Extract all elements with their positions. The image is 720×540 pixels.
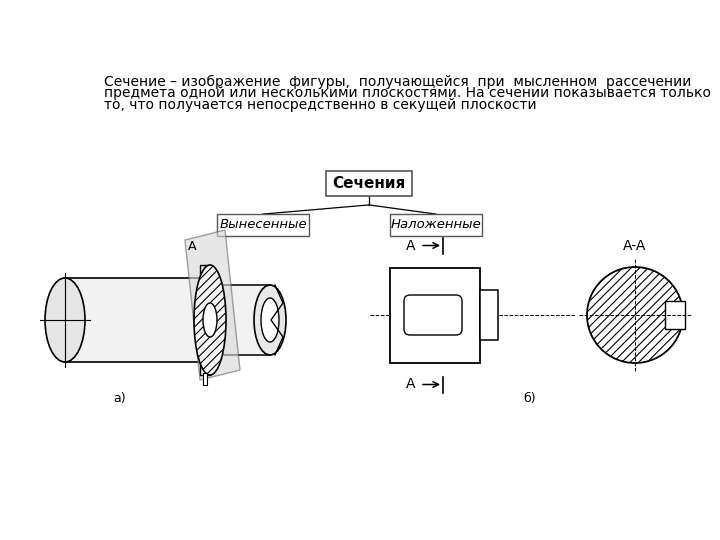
Ellipse shape (45, 278, 85, 362)
FancyBboxPatch shape (404, 295, 462, 335)
Polygon shape (65, 278, 215, 362)
Text: a): a) (114, 392, 126, 405)
Text: A: A (405, 239, 415, 253)
Text: A: A (405, 377, 415, 392)
Text: Наложенные: Наложенные (390, 218, 482, 231)
Polygon shape (200, 265, 210, 375)
Text: предмета одной или несколькими плоскостями. На сечении показывается только: предмета одной или несколькими плоскостя… (104, 86, 711, 100)
FancyBboxPatch shape (390, 214, 482, 235)
Polygon shape (203, 373, 207, 385)
Polygon shape (185, 230, 240, 380)
Circle shape (587, 267, 683, 363)
Text: б): б) (523, 392, 536, 405)
Ellipse shape (261, 298, 279, 342)
Polygon shape (222, 285, 270, 355)
Ellipse shape (254, 285, 286, 355)
Polygon shape (480, 290, 498, 340)
Text: Сечение – изображение  фигуры,  получающейся  при  мысленном  рассечении: Сечение – изображение фигуры, получающей… (104, 75, 691, 89)
Text: A-A: A-A (624, 239, 647, 253)
Ellipse shape (194, 265, 226, 375)
Text: Сечения: Сечения (333, 176, 405, 191)
Text: то, что получается непосредственно в секущей плоскости: то, что получается непосредственно в сек… (104, 98, 536, 112)
Text: Вынесенные: Вынесенные (219, 218, 307, 231)
FancyBboxPatch shape (217, 214, 309, 235)
FancyBboxPatch shape (325, 171, 413, 196)
Text: A: A (188, 240, 197, 253)
Polygon shape (665, 301, 685, 329)
Polygon shape (390, 267, 480, 362)
Ellipse shape (203, 303, 217, 337)
